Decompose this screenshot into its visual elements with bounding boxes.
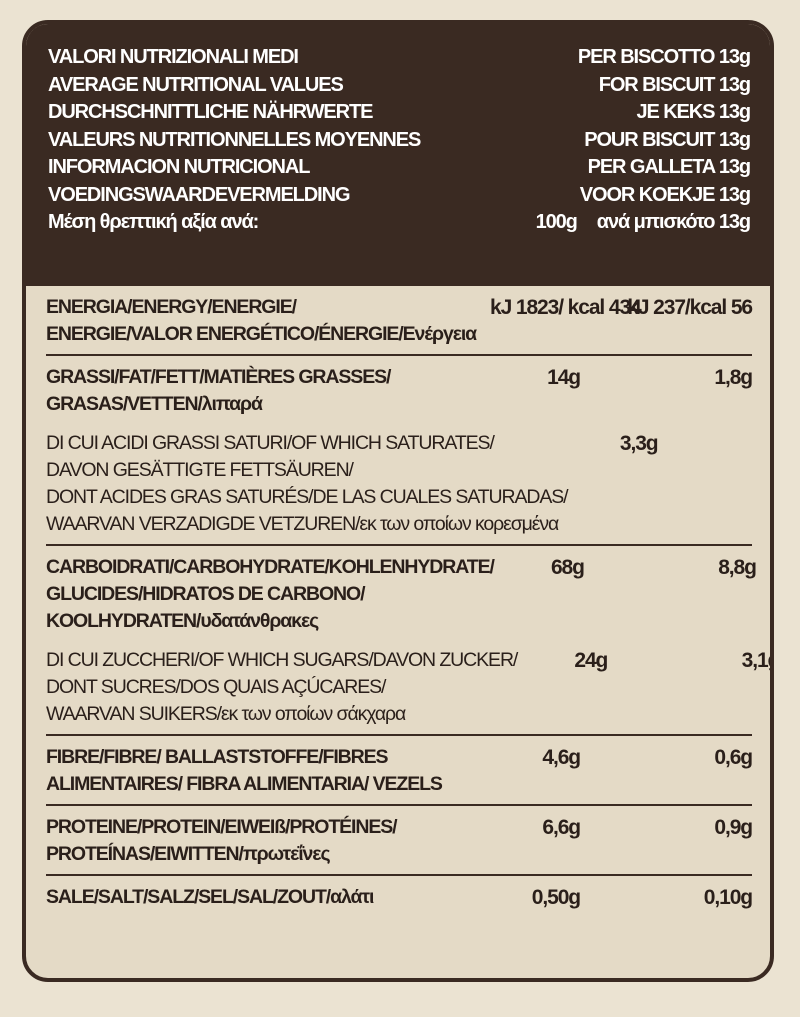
value-per-100g: 6,6g [542, 816, 581, 839]
nutrient-label-line: DI CUI ZUCCHERI/OF WHICH SUGARS/DAVON ZU… [46, 649, 518, 671]
header-label: DURCHSCHNITTLICHE NÄHRWERTE [48, 101, 373, 123]
nutrient-label: GRASSI/FAT/FETT/MATIÈRES GRASSES/GRASAS/… [46, 364, 490, 418]
header-label: VALORI NUTRIZIONALI MEDI [48, 46, 299, 68]
nutrient-label: PROTEINE/PROTEIN/EIWEIß/PROTÉINES/PROTEÍ… [46, 814, 490, 868]
nutrient-label-line: ENERGIE/VALOR ENERGÉTICO/ÉNERGIE/Ενέργει… [46, 323, 477, 345]
header-per-unit: POUR BISCUIT 13g [584, 128, 751, 151]
nutrient-row: FIBRE/FIBRE/ BALLASTSTOFFE/FIBRES ALIMENT… [46, 744, 753, 798]
value-per-100g: 0,50g [531, 886, 581, 909]
nutrient-label: DI CUI ACIDI GRASSI SATURI/OF WHICH SATU… [46, 430, 569, 538]
nutrient-label-line: PROTEÍNAS/EIWITTEN/πρωτεΐνες [46, 843, 331, 865]
nutrient-label-line: DI CUI ACIDI GRASSI SATURI/OF WHICH SATU… [46, 432, 495, 454]
header-label: VOEDINGSWAARDEVERMELDING [48, 183, 351, 206]
nutrient-row: SALE/SALT/SALZ/SEL/SAL/ZOUT/αλάτι 0,50g 0,… [46, 884, 753, 911]
header-per-unit: FOR BISCUIT 13g [598, 73, 751, 96]
header-per-unit: VOOR KOEKJE 13g [579, 183, 751, 206]
table-body: ENERGIA/ENERGY/ENERGIE/ENERGIE/VALOR ENE… [26, 286, 770, 911]
header-row: VALEURS NUTRITIONNELLES MOYENNES POUR BIS… [48, 127, 751, 155]
header-row: VOEDINGSWAARDEVERMELDING VOOR KOEKJE 13g [48, 182, 751, 210]
value-per-100g: 3,3g [619, 432, 659, 455]
nutrient-label-line: GRASAS/VETTEN/λιπαρά [46, 393, 263, 415]
table-header: VALORI NUTRIZIONALI MEDI PER BISCOTTO 13g… [26, 24, 770, 286]
row-divider [46, 874, 752, 876]
nutrient-label-line: DAVON GESÄTTIGTE FETTSÄUREN/ [46, 459, 354, 481]
nutrient-label-line: ENERGIA/ENERGY/ENERGIE/ [46, 296, 297, 318]
nutrient-label: SALE/SALT/SALZ/SEL/SAL/ZOUT/αλάτι [46, 884, 490, 911]
nutrient-row: DI CUI ACIDI GRASSI SATURI/OF WHICH SATU… [46, 430, 752, 538]
header-row: AVERAGE NUTRITIONAL VALUES FOR BISCUIT 13… [48, 72, 751, 100]
header-label: VALEURS NUTRITIONNELLES MOYENNES [48, 128, 421, 151]
header-label: Μέση θρεπτική αξία ανά: [48, 211, 259, 233]
value-per-biscuit: 0,4g [658, 430, 771, 538]
row-divider [46, 804, 752, 806]
nutrient-label-line: WAARVAN SUIKERS/εκ των οποίων σάκχαρα [46, 703, 406, 725]
nutrient-label: ENERGIA/ENERGY/ENERGIE/ENERGIE/VALOR ENE… [46, 294, 490, 348]
header-label: AVERAGE NUTRITIONAL VALUES [48, 73, 344, 96]
nutrient-label-line: KOOLHYDRATEN/υδατάνθρακες [46, 610, 319, 632]
value-per-100g: 24g [574, 649, 608, 672]
nutrient-label-line: WAARVAN VERZADIGDE VETZUREN/εκ των οποίω… [46, 513, 559, 535]
row-divider [46, 354, 752, 356]
value-per-biscuit: 0,9g [714, 816, 753, 839]
header-row: VALORI NUTRIZIONALI MEDI PER BISCOTTO 13g [48, 44, 751, 72]
header-per-unit: ανά μπισκότο 13g [596, 211, 751, 233]
header-row: Μέση θρεπτική αξία ανά: 100g ανά μπισκότο … [48, 209, 751, 237]
value-per-biscuit: 1,8g [714, 366, 753, 389]
nutrient-label-line: ALIMENTAIRES/ FIBRA ALIMENTARIA/ VEZELS [46, 773, 443, 795]
value-per-100g: 4,6g [542, 746, 581, 769]
header-per-unit: PER GALLETA 13g [587, 156, 752, 178]
value-per-100g: 14g [547, 366, 581, 389]
nutrient-label-line: GLUCIDES/HIDRATOS DE CARBONO/ [46, 583, 366, 605]
header-label: INFORMACION NUTRICIONAL [48, 156, 310, 178]
header-per-unit: JE KEKS 13g [636, 101, 751, 123]
nutrient-label: DI CUI ZUCCHERI/OF WHICH SUGARS/DAVON ZU… [46, 647, 518, 728]
row-divider [46, 734, 752, 736]
header-per-unit: PER BISCOTTO 13g [577, 46, 751, 68]
header-row: DURCHSCHNITTLICHE NÄHRWERTE JE KEKS 13g [48, 99, 751, 127]
nutrient-row: ENERGIA/ENERGY/ENERGIE/ENERGIE/VALOR ENE… [46, 294, 753, 348]
nutrient-label: CARBOIDRATI/CARBOHYDRATE/KOHLENHYDRATE/G… [46, 554, 495, 635]
header-per100: 100g [535, 211, 578, 233]
value-per-biscuit: kJ 237/kcal 56 [627, 296, 753, 319]
nutrient-label-line: GRASSI/FAT/FETT/MATIÈRES GRASSES/ [46, 366, 391, 388]
nutrient-label-line: CARBOIDRATI/CARBOHYDRATE/KOHLENHYDRATE/ [46, 556, 495, 578]
value-per-biscuit: 3,1g [741, 649, 770, 672]
nutrient-label-line: DONT ACIDES GRAS SATURÉS/DE LAS CUALES S… [46, 486, 569, 508]
nutrient-row: DI CUI ZUCCHERI/OF WHICH SUGARS/DAVON ZU… [46, 647, 770, 728]
nutrition-table: VALORI NUTRIZIONALI MEDI PER BISCOTTO 13g… [22, 20, 774, 982]
nutrient-label-line: PROTEINE/PROTEIN/EIWEIß/PROTÉINES/ [46, 816, 398, 838]
row-divider [46, 544, 752, 546]
nutrient-row: PROTEINE/PROTEIN/EIWEIß/PROTÉINES/PROTEÍ… [46, 814, 753, 868]
value-per-biscuit: 0,6g [714, 746, 753, 769]
nutrient-label: FIBRE/FIBRE/ BALLASTSTOFFE/FIBRES ALIMENT… [46, 744, 490, 798]
nutrient-label-line: FIBRE/FIBRE/ BALLASTSTOFFE/FIBRES [46, 746, 389, 768]
nutrient-row: GRASSI/FAT/FETT/MATIÈRES GRASSES/GRASAS/… [46, 364, 753, 418]
header-row: INFORMACION NUTRICIONAL PER GALLETA 13g [48, 154, 752, 182]
nutrient-label-line: SALE/SALT/SALZ/SEL/SAL/ZOUT/αλάτι [46, 886, 374, 908]
value-per-100g: 68g [550, 556, 585, 579]
nutrient-row: CARBOIDRATI/CARBOHYDRATE/KOHLENHYDRATE/G… [46, 554, 757, 635]
value-per-biscuit: 8,8g [718, 556, 757, 579]
value-per-biscuit: 0,10g [703, 886, 753, 909]
nutrient-label-line: DONT SUCRES/DOS QUAIS AÇÚCARES/ [46, 676, 386, 698]
value-per-100g: kJ 1823/ kcal 434 [490, 296, 642, 319]
